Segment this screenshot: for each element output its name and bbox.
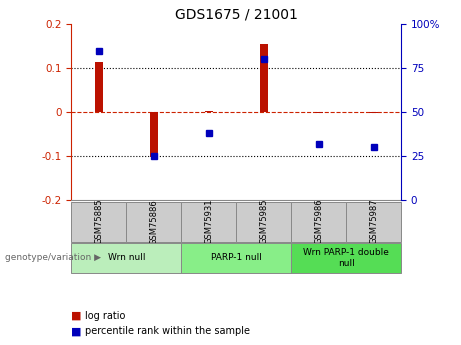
Text: Wrn null: Wrn null <box>107 253 145 263</box>
Bar <box>314 112 323 114</box>
Bar <box>260 44 268 112</box>
Text: GSM75886: GSM75886 <box>149 199 159 245</box>
Bar <box>346 202 401 242</box>
Text: log ratio: log ratio <box>85 311 126 321</box>
Text: GSM75986: GSM75986 <box>314 199 323 245</box>
Text: genotype/variation ▶: genotype/variation ▶ <box>5 253 100 263</box>
Bar <box>181 243 291 273</box>
Text: percentile rank within the sample: percentile rank within the sample <box>85 326 250 336</box>
Text: Wrn PARP-1 double
null: Wrn PARP-1 double null <box>303 248 389 268</box>
Bar <box>95 61 103 112</box>
Title: GDS1675 / 21001: GDS1675 / 21001 <box>175 8 298 22</box>
Bar <box>150 112 158 157</box>
Text: ■: ■ <box>71 311 82 321</box>
Bar <box>126 202 181 242</box>
Bar <box>71 243 181 273</box>
Text: ■: ■ <box>71 326 82 336</box>
Text: GSM75985: GSM75985 <box>259 199 268 244</box>
Text: PARP-1 null: PARP-1 null <box>211 253 262 263</box>
Bar <box>291 202 346 242</box>
Bar <box>291 243 401 273</box>
Bar <box>71 202 126 242</box>
Bar <box>369 112 378 114</box>
Bar <box>181 202 236 242</box>
Bar <box>205 111 213 112</box>
Bar <box>236 202 291 242</box>
Text: GSM75987: GSM75987 <box>369 199 378 245</box>
Text: GSM75931: GSM75931 <box>204 199 213 244</box>
Text: GSM75885: GSM75885 <box>95 199 103 245</box>
